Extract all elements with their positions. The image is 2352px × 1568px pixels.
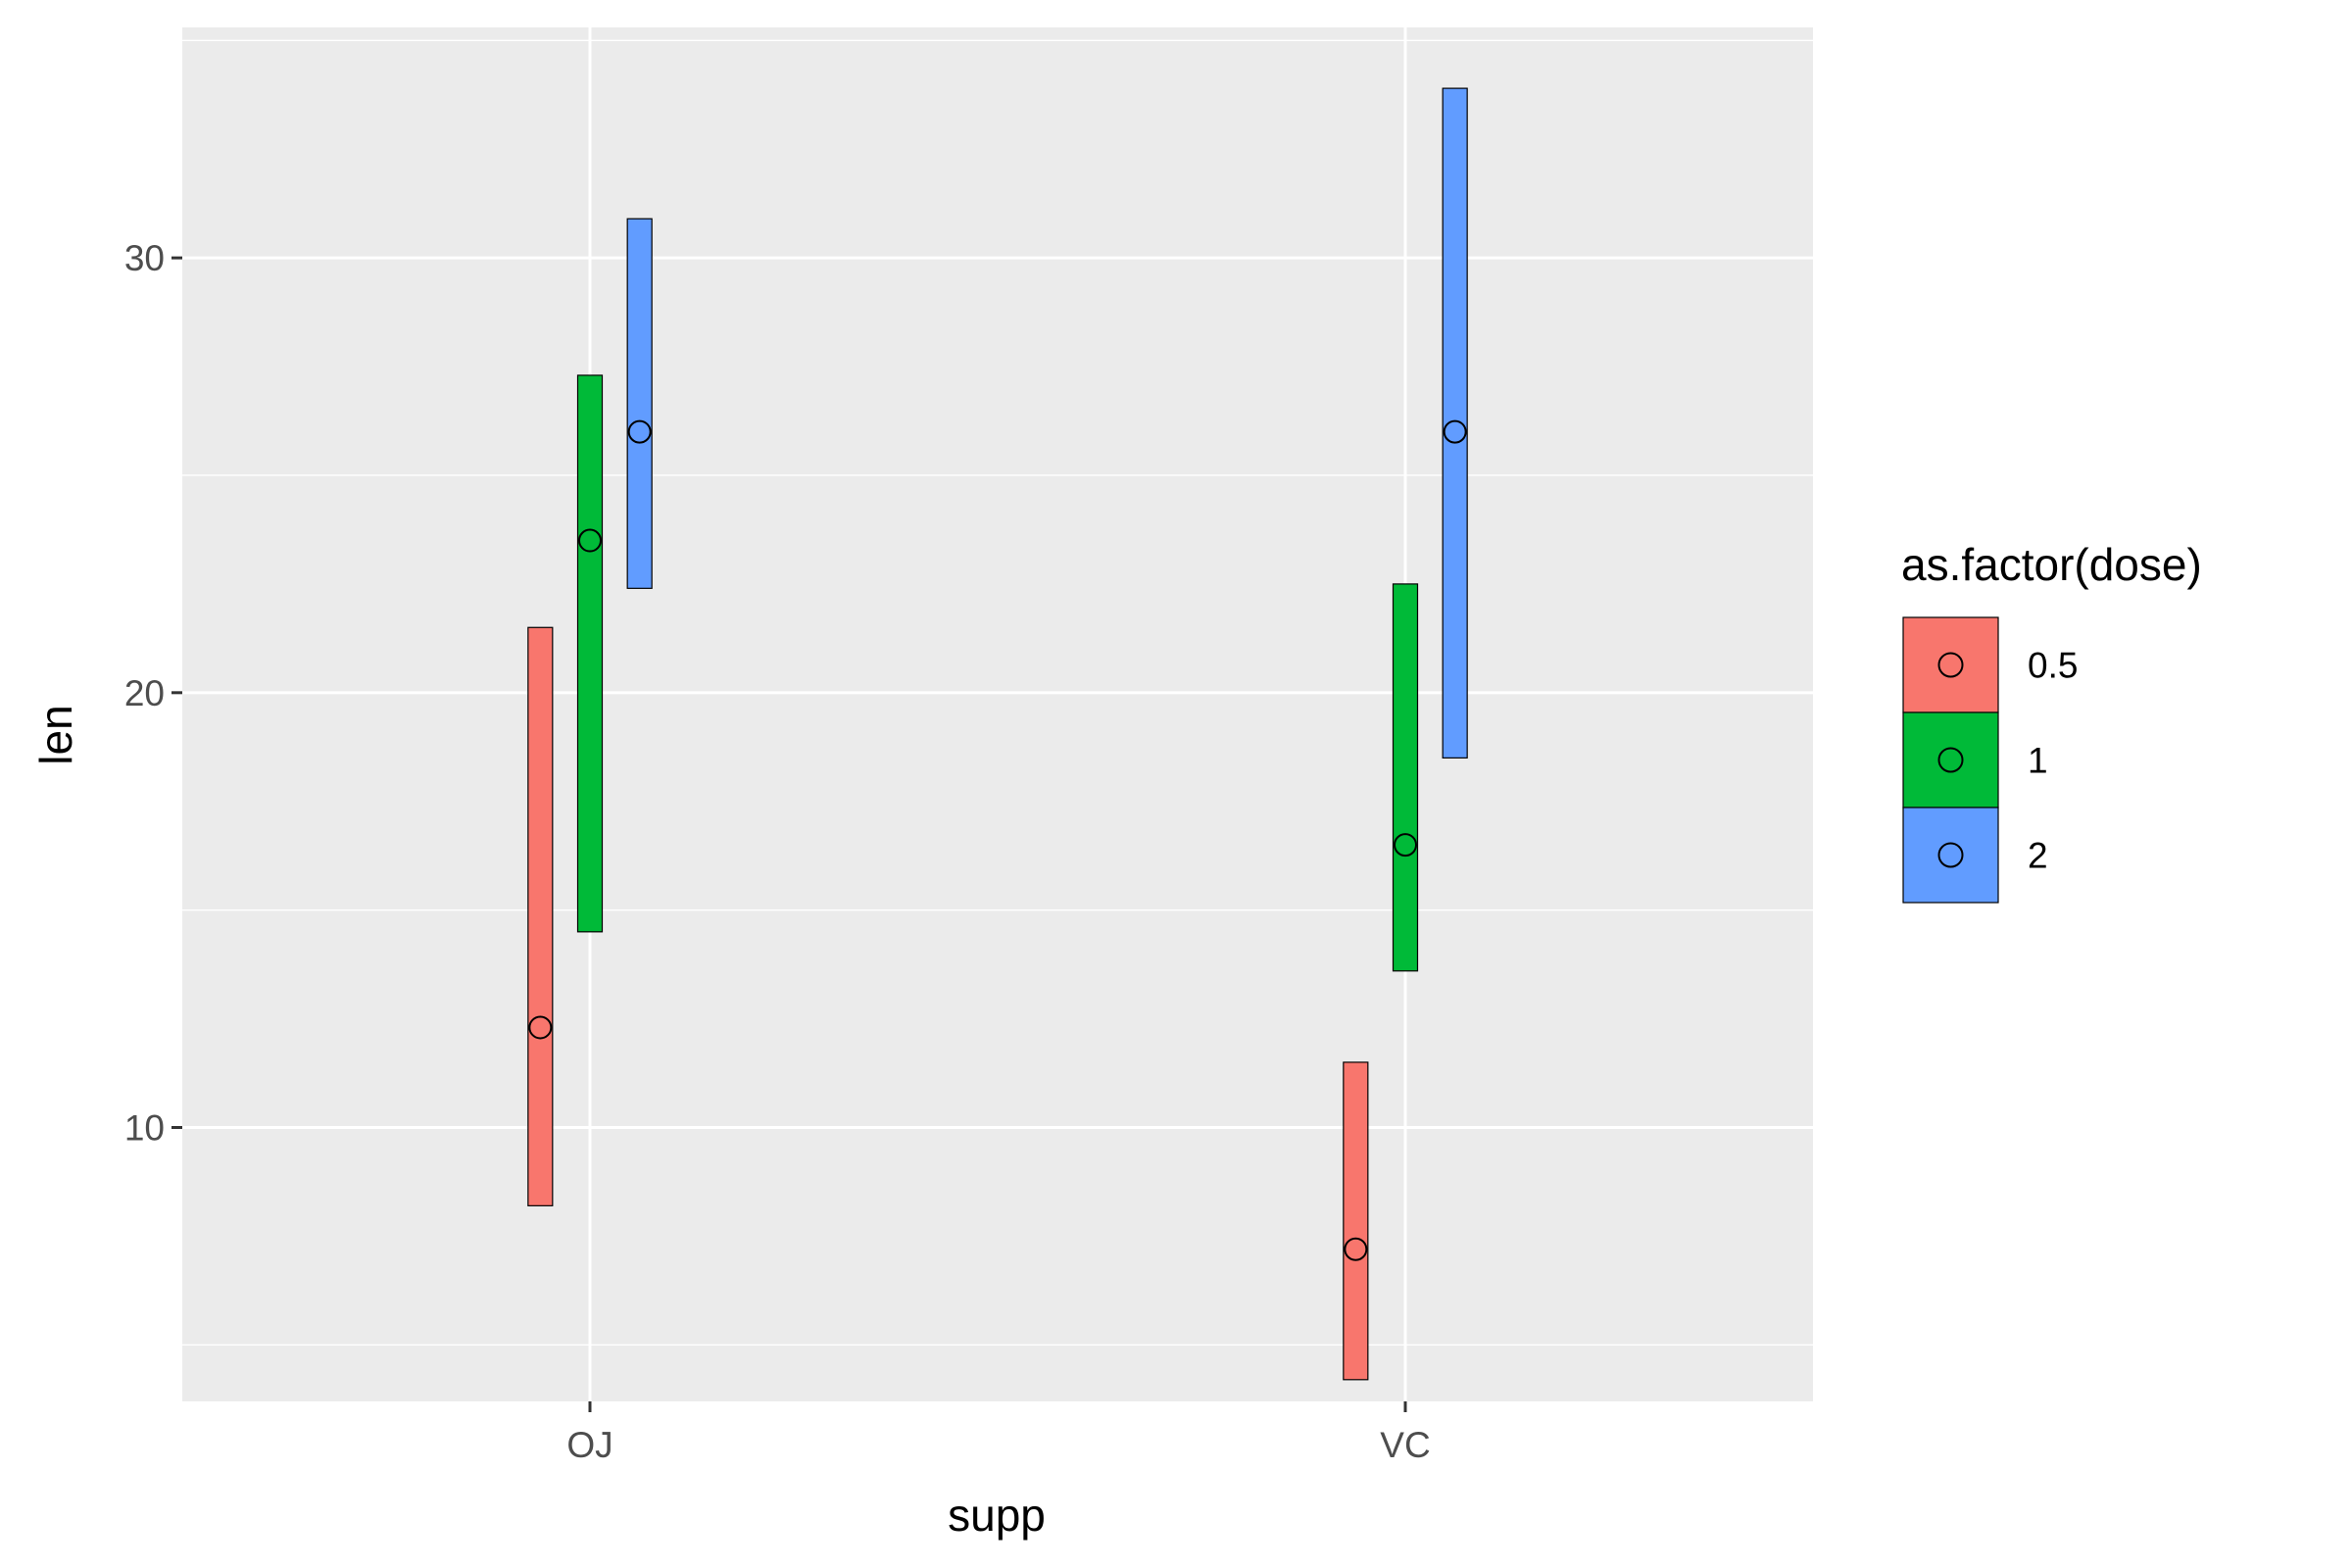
mean-point-2-VC [1443, 419, 1467, 444]
y-tick-label: 10 [124, 1107, 165, 1148]
x-tick-label: OJ [566, 1425, 612, 1465]
legend-key-0.5 [1902, 616, 1999, 713]
crossbar-0.5-VC [1343, 1061, 1369, 1381]
plot-panel [182, 27, 1813, 1401]
mean-point-1-OJ [578, 528, 602, 553]
legend-key-1 [1902, 711, 1999, 808]
mean-point-0.5-VC [1344, 1237, 1368, 1261]
y-axis-title: len [30, 705, 81, 764]
x-axis: OJ VC [566, 1401, 1431, 1465]
panel-background [182, 27, 1813, 1401]
legend-title: as.factor(dose) [1901, 539, 2202, 590]
crossbar-0.5-OJ [527, 626, 554, 1206]
x-axis-title: supp [948, 1490, 1046, 1541]
crossbar-2-OJ [626, 218, 653, 589]
legend: as.factor(dose) 0.5 1 2 [1901, 539, 2202, 904]
y-axis: 10 20 30 [124, 238, 182, 1148]
crossbar-1-OJ [576, 374, 604, 933]
y-tick-label: 30 [124, 238, 165, 278]
legend-key-point [1937, 747, 1964, 773]
legend-label: 2 [2028, 836, 2048, 876]
mean-point-0.5-OJ [528, 1015, 553, 1040]
x-tick-label: VC [1380, 1425, 1430, 1465]
y-tick-label: 20 [124, 673, 165, 713]
legend-key-2 [1902, 807, 1999, 904]
legend-label: 0.5 [2028, 646, 2078, 686]
mean-point-2-OJ [627, 419, 652, 444]
data-marks [527, 87, 1468, 1381]
crossbar-1-VC [1392, 583, 1419, 972]
legend-key-point [1937, 842, 1964, 868]
legend-label: 1 [2028, 741, 2048, 781]
crossbar-2-VC [1442, 87, 1468, 759]
legend-key-point [1937, 652, 1964, 678]
mean-point-1-VC [1394, 833, 1417, 858]
